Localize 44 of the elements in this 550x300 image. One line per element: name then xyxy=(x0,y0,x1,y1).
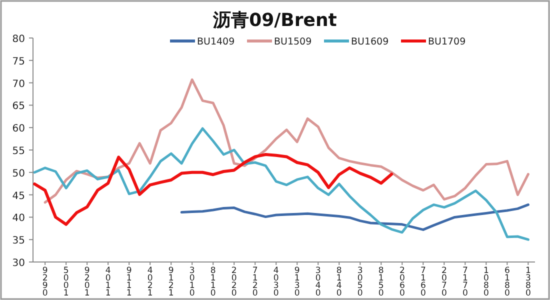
x-tick-label: 4011 xyxy=(105,266,111,298)
x-tick-label: 1080 xyxy=(483,266,489,298)
x-tick-label: 9130 xyxy=(294,266,300,298)
line-series xyxy=(180,203,530,231)
x-tick-label: 5001 xyxy=(63,266,69,298)
x-tick-label: 1380 xyxy=(525,266,531,298)
x-tick-label: 4030 xyxy=(273,266,279,298)
y-tick-label: 80 xyxy=(12,34,25,45)
line-series xyxy=(33,153,394,226)
x-tick-label: 3050 xyxy=(357,266,363,298)
y-tick-label: 35 xyxy=(12,236,25,247)
x-tick-label: 7120 xyxy=(252,266,258,298)
y-tick-label: 75 xyxy=(12,56,25,68)
y-tick-label: 50 xyxy=(12,168,25,180)
y-tick-label: 30 xyxy=(12,258,25,269)
x-tick-label: 2060 xyxy=(399,266,405,298)
legend-label: BU1509 xyxy=(274,36,312,48)
line-series xyxy=(33,127,530,241)
x-tick-label: 9111 xyxy=(126,266,132,298)
x-tick-label: 3010 xyxy=(189,266,195,298)
x-tick-label: 3040 xyxy=(315,266,321,298)
y-tick-label: 40 xyxy=(12,213,25,224)
x-tick-label: 2020 xyxy=(231,266,237,298)
x-tick-label: 9201 xyxy=(84,266,90,298)
y-tick-label: 65 xyxy=(12,101,25,112)
x-tick-label: 8140 xyxy=(336,266,342,298)
x-tick-label: 7160 xyxy=(420,266,426,298)
y-tick-label: 60 xyxy=(12,124,25,135)
x-tick-label: 7170 xyxy=(462,266,468,298)
chart-title: 沥青09/Brent xyxy=(212,10,338,31)
x-tick-label: 4021 xyxy=(147,266,153,298)
x-tick-label: 9121 xyxy=(168,266,174,298)
line-series xyxy=(44,78,530,204)
legend-label: BU1709 xyxy=(428,36,466,48)
x-tick-label: 8110 xyxy=(210,266,216,298)
legend-label: BU1609 xyxy=(351,36,389,48)
x-tick-label: 8150 xyxy=(378,266,384,298)
x-tick-label: 2070 xyxy=(441,266,447,298)
y-tick-label: 55 xyxy=(12,146,25,157)
x-tick-label: 9290 xyxy=(42,266,48,298)
y-tick-label: 70 xyxy=(12,78,25,90)
legend-label: BU1409 xyxy=(197,36,235,48)
x-tick-label: 6180 xyxy=(504,266,510,298)
y-tick-label: 45 xyxy=(12,190,25,202)
